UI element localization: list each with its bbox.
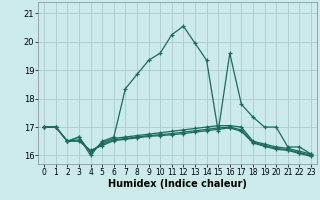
X-axis label: Humidex (Indice chaleur): Humidex (Indice chaleur) xyxy=(108,179,247,189)
